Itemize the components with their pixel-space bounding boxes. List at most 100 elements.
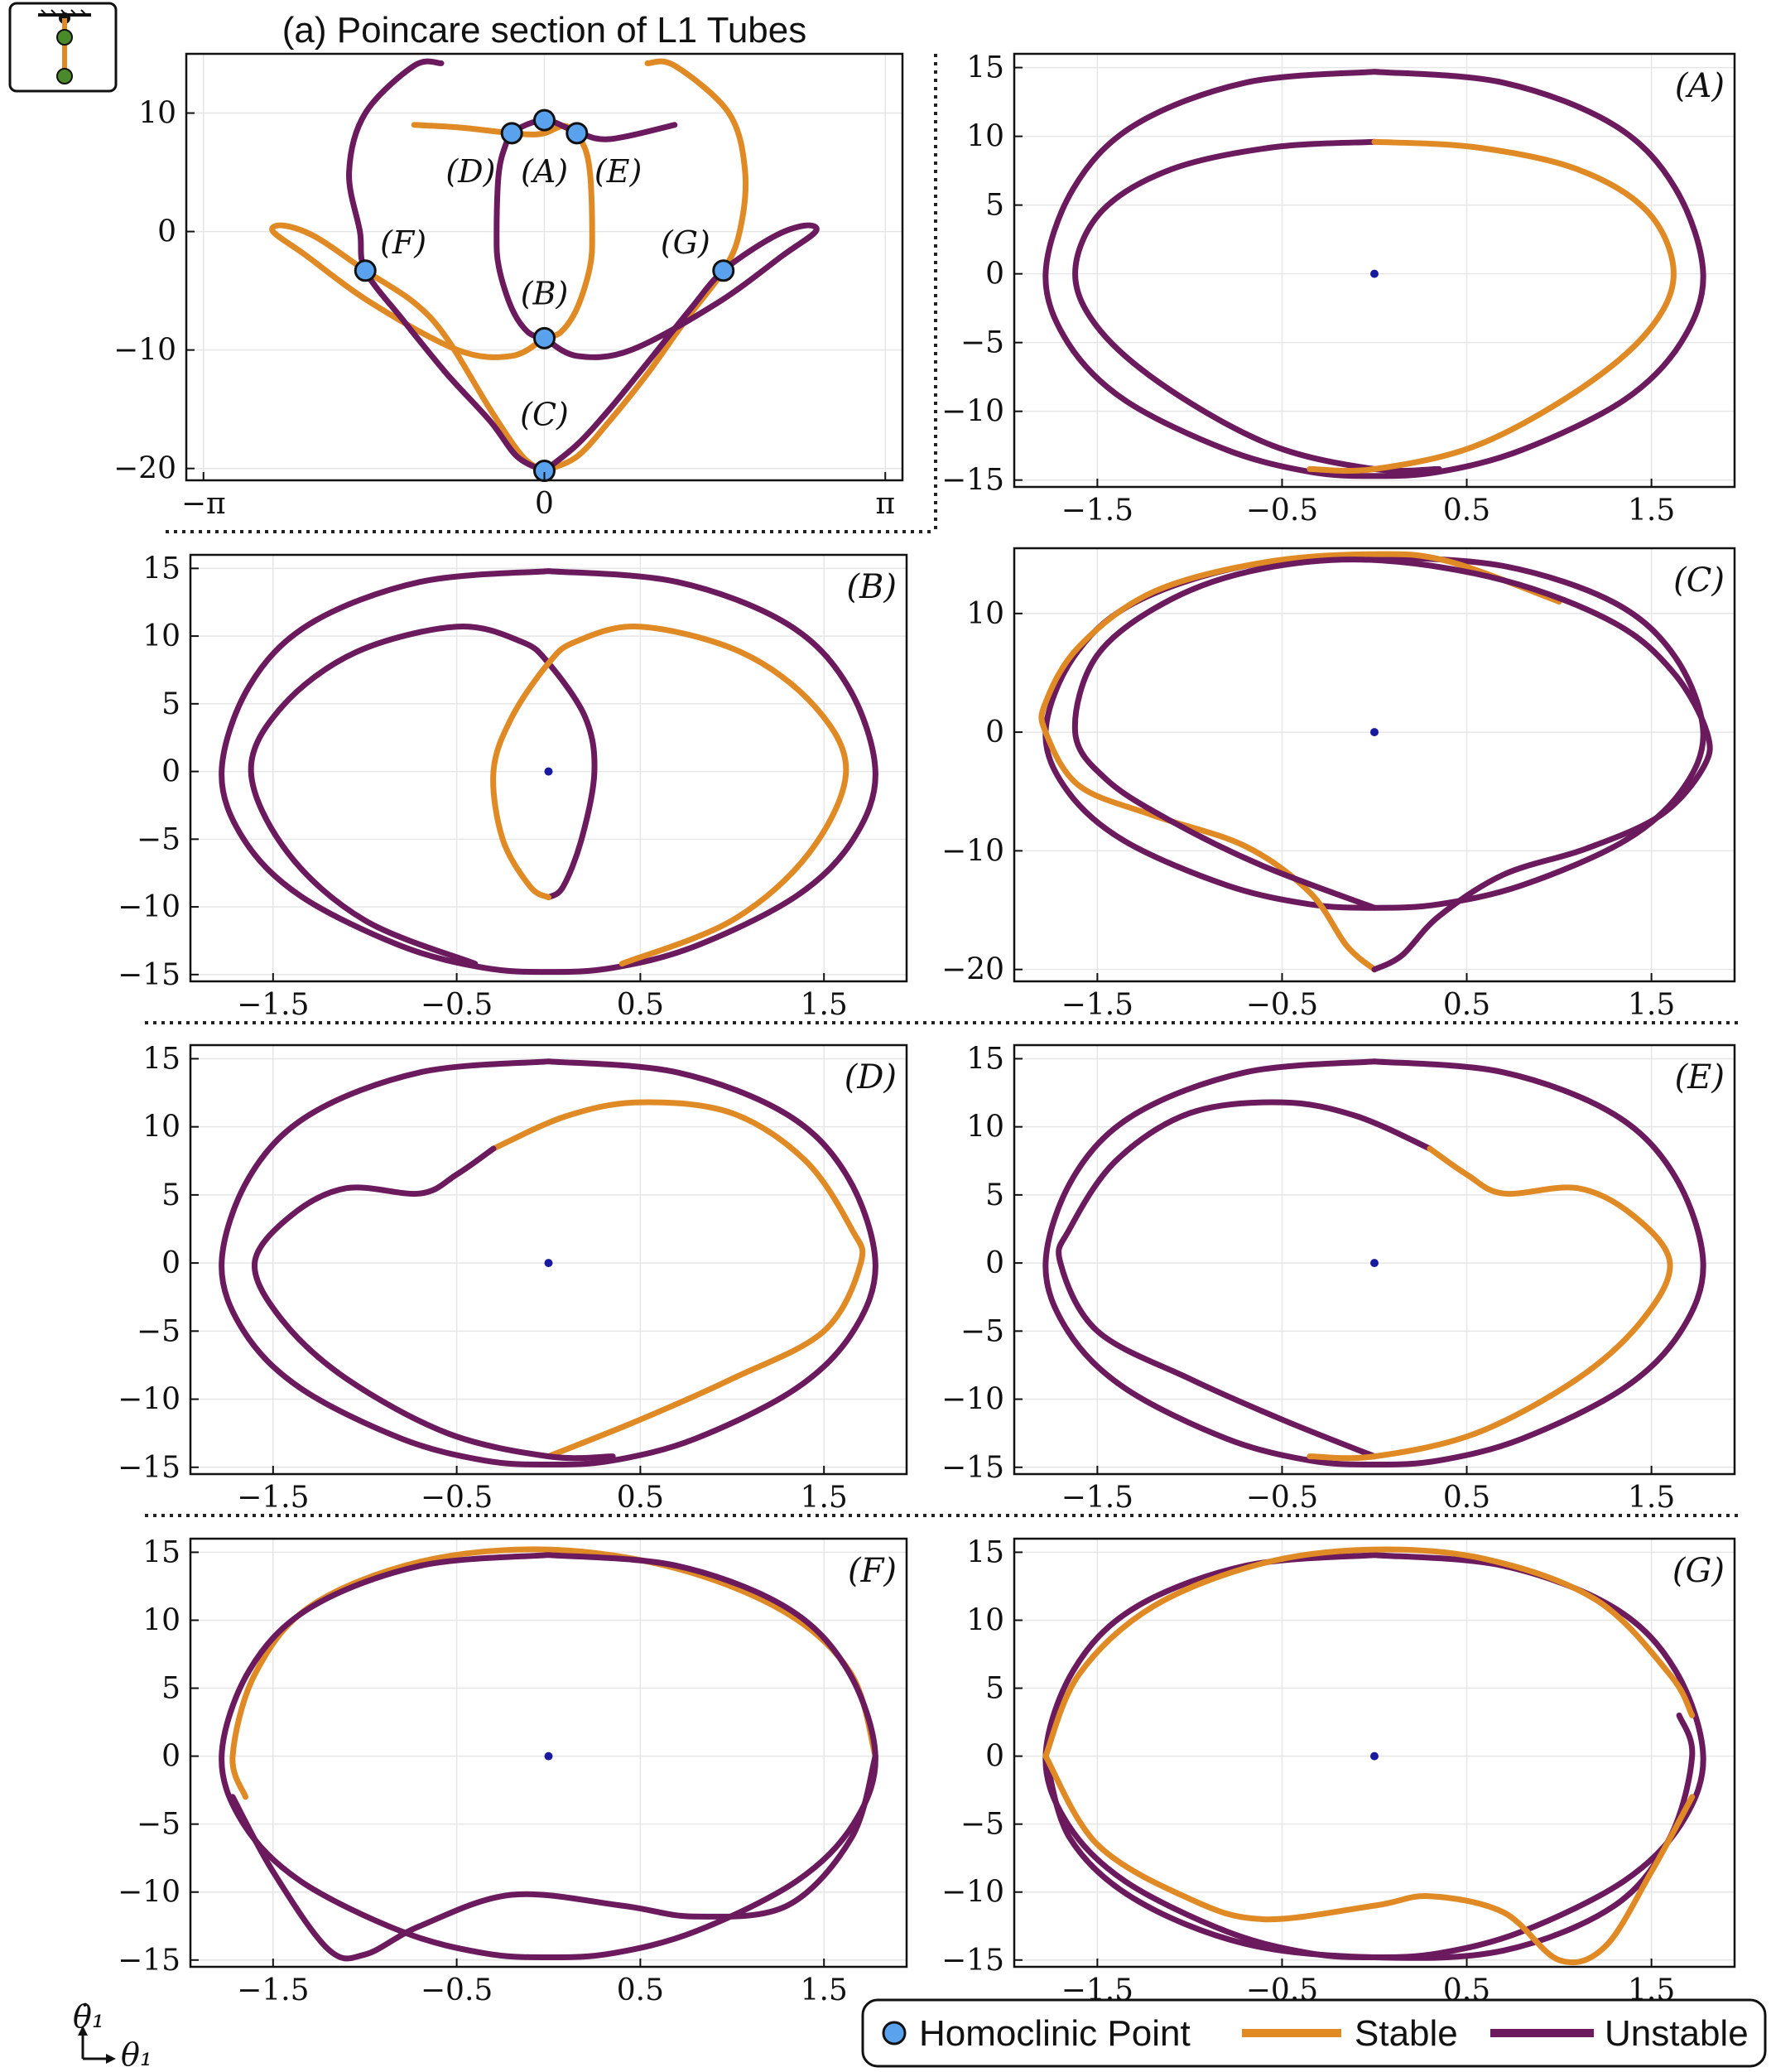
- panel-C: −1.5 −0.5 0.5 1.5 −20 −10 0 10 (C): [941, 547, 1736, 1022]
- series-unstable-1: [248, 623, 598, 967]
- panel-label: (G): [1672, 1552, 1725, 1590]
- ytick-label-2: 0: [157, 215, 176, 249]
- panel-title: (a) Poincare section of L1 Tubes: [282, 10, 806, 51]
- series-stable-2: [1042, 1546, 1696, 1760]
- ytick-label-4: 5: [985, 1178, 1004, 1212]
- ytick-label-5: 10: [142, 619, 180, 653]
- homoclinic-label-0: (A): [521, 153, 568, 190]
- xtick-label-0: −π: [181, 487, 226, 521]
- ytick-label-1: −10: [118, 890, 180, 924]
- plot-frame: [1013, 52, 1736, 489]
- ytick-label-0: −15: [118, 1944, 180, 1978]
- homoclinic-point-1: [500, 122, 523, 145]
- homoclinic-label-4: (G): [661, 224, 710, 261]
- xtick-label-3: 1.5: [801, 1481, 848, 1515]
- xtick-label-1: −0.5: [1246, 1481, 1318, 1515]
- equilibrium-point: [1370, 1752, 1379, 1761]
- equilibrium-point: [544, 767, 553, 776]
- ytick-label-3: 0: [161, 1246, 180, 1280]
- ytick-label-6: 15: [966, 1042, 1004, 1076]
- ytick-label-1: −10: [941, 395, 1004, 429]
- ytick-label-2: −5: [137, 822, 180, 856]
- xtick-label-2: π: [875, 487, 895, 521]
- series-unstable-1: [1042, 1552, 1706, 1961]
- series-unstable-0: [219, 1058, 878, 1468]
- series-stable-3: [1042, 1753, 1696, 1966]
- ytick-label-4: 5: [161, 687, 180, 721]
- panel-a: (A) (D) (E) (F) (G) (B) (C) −π 0 π −20 −10 0 10 (a) Po…: [113, 10, 904, 521]
- double-pendulum-icon: [8, 2, 118, 93]
- series-unstable-2: [1071, 557, 1713, 973]
- xtick-label-3: 1.5: [1628, 1481, 1675, 1515]
- xtick-label-2: 0.5: [617, 988, 664, 1022]
- ytick-label-3: 0: [985, 1740, 1004, 1774]
- homoclinic-point-3: [354, 259, 377, 282]
- ytick-label-1: −10: [113, 334, 176, 368]
- axis-symbols: θ̇₁ θ₁: [73, 1998, 152, 2072]
- ytick-label-0: −15: [941, 1944, 1004, 1978]
- ytick-label-1: −10: [941, 1383, 1004, 1417]
- legend-stable-label: Stable: [1355, 2013, 1458, 2054]
- xtick-label-0: −1.5: [1061, 494, 1133, 528]
- ytick-label-5: 10: [142, 1111, 180, 1144]
- panel-label: (A): [1675, 67, 1725, 105]
- plot-frame: [189, 553, 908, 983]
- xtick-label-0: −1.5: [237, 988, 309, 1022]
- legend-homoclinic-label: Homoclinic Point: [919, 2013, 1191, 2054]
- ytick-label-4: 5: [161, 1672, 180, 1706]
- panel-label: (C): [1673, 561, 1725, 600]
- ytick-label-3: 0: [161, 1740, 180, 1774]
- ytick-label-0: −20: [113, 452, 176, 486]
- series-unstable-0: [1042, 69, 1706, 479]
- panel-label: (E): [1675, 1058, 1725, 1096]
- ytick-label-3: 0: [985, 258, 1004, 292]
- xtick-label-2: 0.5: [1443, 988, 1490, 1022]
- equilibrium-point: [1370, 1259, 1379, 1268]
- series-stable-1: [269, 222, 547, 475]
- series-unstable-4: [541, 222, 820, 475]
- xtick-label-3: 1.5: [1628, 988, 1675, 1022]
- xtick-label-2: 0.5: [617, 1973, 664, 2007]
- plot-frame: [1013, 547, 1736, 983]
- series-stable-2: [490, 623, 849, 967]
- ytick-label-1: −10: [118, 1876, 180, 1910]
- ytick-label-2: 0: [985, 716, 1004, 749]
- xtick-label-1: 0: [535, 487, 554, 521]
- ytick-label-1: −10: [941, 834, 1004, 868]
- plot-frame: [189, 1537, 908, 1968]
- ytick-label-0: −20: [941, 953, 1004, 987]
- ytick-label-4: 5: [985, 189, 1004, 223]
- plot-frame: [189, 1043, 908, 1476]
- series-unstable-2: [252, 1145, 616, 1462]
- panel-F: −1.5 −0.5 0.5 1.5 −15 −10 −5 0 5 10 15 (F): [118, 1535, 908, 2007]
- xtick-label-0: −1.5: [237, 1481, 309, 1515]
- xtick-label-2: 0.5: [617, 1481, 664, 1515]
- homoclinic-label-3: (F): [380, 224, 426, 261]
- ytick-label-0: −15: [118, 958, 180, 992]
- homoclinic-label-6: (C): [520, 396, 569, 432]
- series-group: [1042, 1546, 1706, 1966]
- homoclinic-label-5: (B): [521, 275, 569, 311]
- xtick-label-0: −1.5: [1061, 988, 1133, 1022]
- ytick-label-6: 15: [142, 1042, 180, 1076]
- ytick-label-5: 10: [966, 120, 1004, 154]
- equilibrium-point: [1370, 269, 1379, 278]
- ytick-label-2: −5: [137, 1808, 180, 1842]
- ytick-label-2: −5: [960, 1314, 1004, 1348]
- axis-symbol-x: θ₁: [121, 2036, 152, 2072]
- homoclinic-point-2: [565, 122, 589, 145]
- xtick-label-1: −0.5: [421, 988, 493, 1022]
- ytick-label-6: 15: [142, 1535, 180, 1569]
- xtick-label-1: −0.5: [421, 1973, 493, 2007]
- xtick-label-1: −0.5: [421, 1481, 493, 1515]
- series-unstable-2: [229, 1753, 878, 1962]
- ytick-label-5: 10: [142, 1603, 180, 1637]
- xtick-label-1: −0.5: [1246, 988, 1318, 1022]
- equilibrium-point: [544, 1752, 553, 1761]
- ytick-label-2: −5: [960, 1808, 1004, 1842]
- ytick-label-0: −15: [941, 1451, 1004, 1485]
- ytick-label-6: 15: [142, 552, 180, 585]
- ytick-label-2: −5: [137, 1314, 180, 1348]
